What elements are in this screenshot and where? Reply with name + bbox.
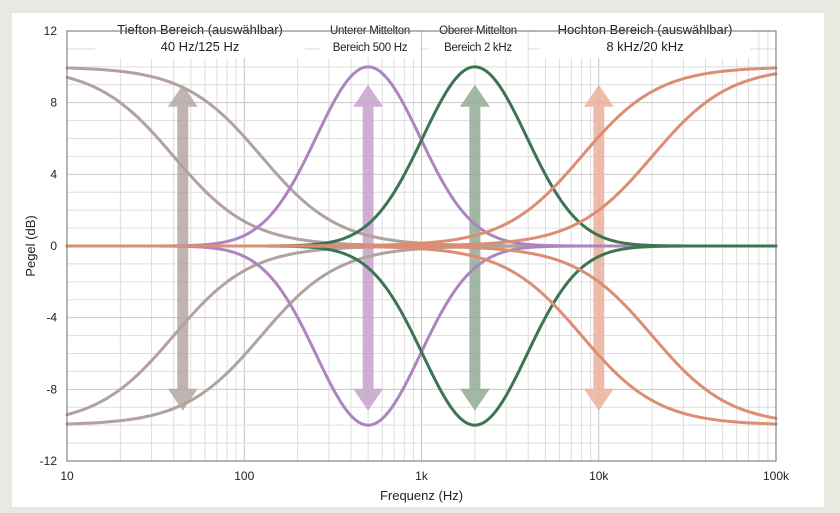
region-label-bg-3 xyxy=(429,20,527,58)
y-axis-label: Pegel (dB) xyxy=(23,215,38,276)
region-labels: Tiefton Bereich (auswählbar) 40 Hz/125 Hz… xyxy=(117,22,732,54)
x-tick-label: 1k xyxy=(415,469,429,483)
response-curves xyxy=(65,65,778,427)
region-label-bg-4 xyxy=(540,20,750,58)
x-tick-label: 10k xyxy=(589,469,609,483)
region-label-line1-1: Tiefton Bereich (auswählbar) xyxy=(117,22,283,37)
y-tick-labels: 12 8 4 0 -4 -8 -12 xyxy=(40,24,58,468)
response-curve-12 xyxy=(65,244,778,420)
x-axis-label: Frequenz (Hz) xyxy=(380,488,463,503)
y-tick-label: 0 xyxy=(50,239,57,253)
region-label-bg-1 xyxy=(95,20,305,58)
y-tick-label: 4 xyxy=(50,167,57,181)
y-tick-label: 8 xyxy=(50,96,57,110)
y-tick-label: -8 xyxy=(46,382,57,396)
x-tick-labels: 10 100 1k 10k 100k xyxy=(60,469,790,483)
region-label-line2-2: Bereich 500 Hz xyxy=(333,42,408,54)
plot-border xyxy=(66,30,777,462)
x-tick-label: 10 xyxy=(60,469,74,483)
region-label-line2-3: Bereich 2 kHz xyxy=(444,42,512,54)
x-tick-label: 100 xyxy=(234,469,254,483)
y-tick-label: -4 xyxy=(46,311,57,325)
range-arrow-4 xyxy=(583,84,614,411)
y-tick-label: 12 xyxy=(44,24,58,38)
y-tick-label: -12 xyxy=(40,454,58,468)
x-tick-label: 100k xyxy=(763,469,790,483)
region-label-line2-1: 40 Hz/125 Hz xyxy=(161,39,240,54)
region-label-bg-2 xyxy=(320,20,420,58)
region-label-line2-4: 8 kHz/20 kHz xyxy=(606,39,683,54)
region-label-backgrounds xyxy=(95,20,750,58)
region-label-line1-4: Hochton Bereich (auswählbar) xyxy=(558,22,733,37)
